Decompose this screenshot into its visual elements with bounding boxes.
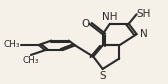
Text: N: N bbox=[140, 29, 148, 39]
Text: NH: NH bbox=[102, 12, 118, 22]
Text: CH₃: CH₃ bbox=[23, 56, 39, 65]
Text: CH₃: CH₃ bbox=[3, 40, 20, 49]
Text: O: O bbox=[81, 19, 89, 29]
Text: SH: SH bbox=[137, 9, 151, 19]
Text: S: S bbox=[99, 71, 106, 81]
